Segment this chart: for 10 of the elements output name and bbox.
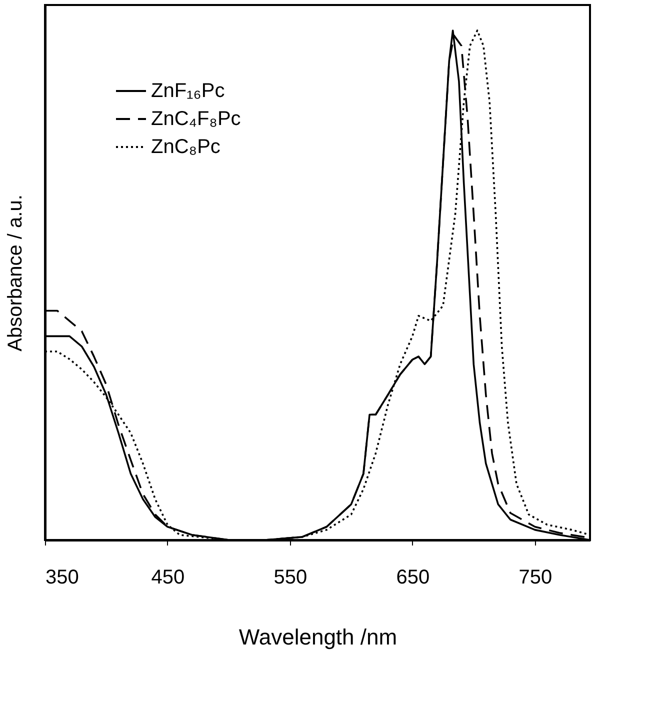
x-tick-label: 650 [396, 566, 430, 588]
legend-label: ZnC₄F₈Pc [151, 108, 241, 130]
legend-label: ZnF₁₆Pc [151, 80, 225, 102]
x-tick-label: 450 [151, 566, 185, 588]
legend-label: ZnC₈Pc [151, 136, 220, 158]
x-tick-label: 350 [46, 566, 79, 588]
y-axis-title: Absorbance / a.u. [4, 194, 26, 352]
x-tick-label: 750 [518, 566, 552, 588]
x-tick-label: 550 [274, 566, 308, 588]
x-axis-title: Wavelength /nm [238, 624, 398, 650]
